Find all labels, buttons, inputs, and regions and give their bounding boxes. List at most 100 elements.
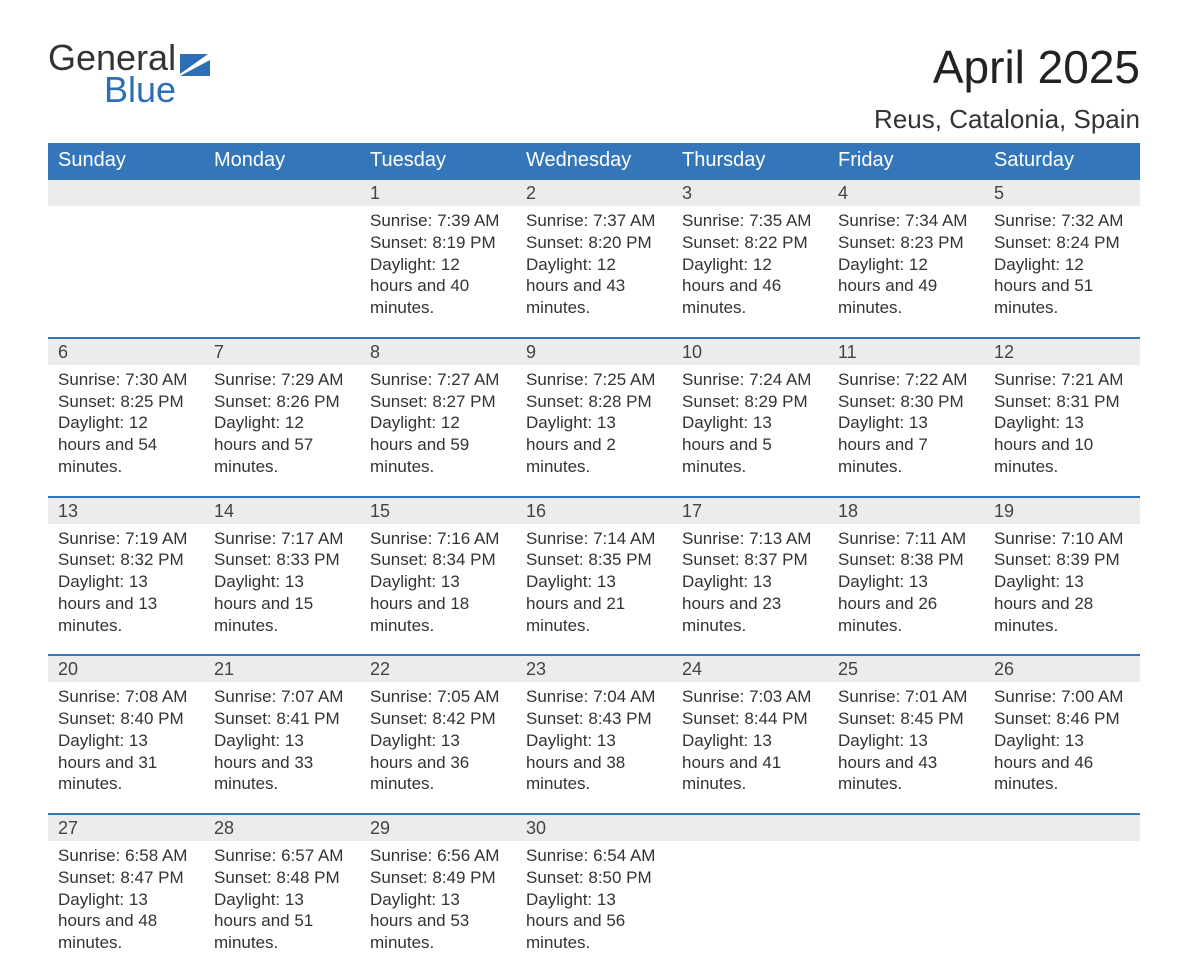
day-number-cell: 17 xyxy=(672,497,828,524)
day-content-cell: Sunrise: 7:08 AMSunset: 8:40 PMDaylight:… xyxy=(48,682,204,814)
daylight-line: Daylight: 12 hours and 57 minutes. xyxy=(214,412,350,477)
daylight-line: Daylight: 13 hours and 5 minutes. xyxy=(682,412,818,477)
sunrise-line: Sunrise: 7:13 AM xyxy=(682,528,818,550)
sunset-line: Sunset: 8:49 PM xyxy=(370,867,506,889)
day-content-cell: Sunrise: 7:35 AMSunset: 8:22 PMDaylight:… xyxy=(672,206,828,338)
sunset-line: Sunset: 8:40 PM xyxy=(58,708,194,730)
day-content-cell: Sunrise: 7:14 AMSunset: 8:35 PMDaylight:… xyxy=(516,524,672,656)
daylight-line: Daylight: 13 hours and 43 minutes. xyxy=(838,730,974,795)
day-content-cell: Sunrise: 7:32 AMSunset: 8:24 PMDaylight:… xyxy=(984,206,1140,338)
daynum-row: 13141516171819 xyxy=(48,497,1140,524)
day-number-cell: 18 xyxy=(828,497,984,524)
daylight-line: Daylight: 13 hours and 2 minutes. xyxy=(526,412,662,477)
day-number-cell: 1 xyxy=(360,179,516,206)
daylight-line: Daylight: 13 hours and 33 minutes. xyxy=(214,730,350,795)
sunset-line: Sunset: 8:26 PM xyxy=(214,391,350,413)
sunset-line: Sunset: 8:25 PM xyxy=(58,391,194,413)
sunrise-line: Sunrise: 7:04 AM xyxy=(526,686,662,708)
day-content-cell: Sunrise: 7:07 AMSunset: 8:41 PMDaylight:… xyxy=(204,682,360,814)
sunset-line: Sunset: 8:28 PM xyxy=(526,391,662,413)
day-number-cell: 14 xyxy=(204,497,360,524)
day-number-cell: 20 xyxy=(48,655,204,682)
sunset-line: Sunset: 8:37 PM xyxy=(682,549,818,571)
sunset-line: Sunset: 8:44 PM xyxy=(682,708,818,730)
daylight-line: Daylight: 13 hours and 38 minutes. xyxy=(526,730,662,795)
sunrise-line: Sunrise: 7:19 AM xyxy=(58,528,194,550)
daylight-line: Daylight: 13 hours and 51 minutes. xyxy=(214,889,350,954)
sunrise-line: Sunrise: 7:24 AM xyxy=(682,369,818,391)
day-content-cell: Sunrise: 7:37 AMSunset: 8:20 PMDaylight:… xyxy=(516,206,672,338)
sunset-line: Sunset: 8:38 PM xyxy=(838,549,974,571)
daylight-line: Daylight: 13 hours and 7 minutes. xyxy=(838,412,974,477)
daylight-line: Daylight: 12 hours and 49 minutes. xyxy=(838,254,974,319)
sunset-line: Sunset: 8:42 PM xyxy=(370,708,506,730)
day-number-cell: 19 xyxy=(984,497,1140,524)
day-content-cell: Sunrise: 7:13 AMSunset: 8:37 PMDaylight:… xyxy=(672,524,828,656)
sunset-line: Sunset: 8:31 PM xyxy=(994,391,1130,413)
day-number-cell: 25 xyxy=(828,655,984,682)
daylight-line: Daylight: 12 hours and 40 minutes. xyxy=(370,254,506,319)
daynum-row: 20212223242526 xyxy=(48,655,1140,682)
day-content-cell: Sunrise: 7:22 AMSunset: 8:30 PMDaylight:… xyxy=(828,365,984,497)
sunrise-line: Sunrise: 7:27 AM xyxy=(370,369,506,391)
day-number-cell: 23 xyxy=(516,655,672,682)
content-row: Sunrise: 7:08 AMSunset: 8:40 PMDaylight:… xyxy=(48,682,1140,814)
daylight-line: Daylight: 13 hours and 18 minutes. xyxy=(370,571,506,636)
content-row: Sunrise: 6:58 AMSunset: 8:47 PMDaylight:… xyxy=(48,841,1140,972)
sunrise-line: Sunrise: 7:34 AM xyxy=(838,210,974,232)
day-number-cell: 2 xyxy=(516,179,672,206)
daylight-line: Daylight: 13 hours and 48 minutes. xyxy=(58,889,194,954)
sunset-line: Sunset: 8:50 PM xyxy=(526,867,662,889)
sunset-line: Sunset: 8:35 PM xyxy=(526,549,662,571)
daylight-line: Daylight: 12 hours and 43 minutes. xyxy=(526,254,662,319)
sunrise-line: Sunrise: 7:05 AM xyxy=(370,686,506,708)
daylight-line: Daylight: 12 hours and 51 minutes. xyxy=(994,254,1130,319)
day-content-cell: Sunrise: 7:16 AMSunset: 8:34 PMDaylight:… xyxy=(360,524,516,656)
sunrise-line: Sunrise: 6:58 AM xyxy=(58,845,194,867)
day-content-cell: Sunrise: 6:57 AMSunset: 8:48 PMDaylight:… xyxy=(204,841,360,972)
day-content-cell: Sunrise: 6:54 AMSunset: 8:50 PMDaylight:… xyxy=(516,841,672,972)
day-content-cell: Sunrise: 7:24 AMSunset: 8:29 PMDaylight:… xyxy=(672,365,828,497)
daylight-line: Daylight: 13 hours and 26 minutes. xyxy=(838,571,974,636)
day-number-cell: 29 xyxy=(360,814,516,841)
daylight-line: Daylight: 13 hours and 23 minutes. xyxy=(682,571,818,636)
day-number-cell: 11 xyxy=(828,338,984,365)
day-number-cell: 7 xyxy=(204,338,360,365)
day-content-cell xyxy=(204,206,360,338)
sunrise-line: Sunrise: 7:39 AM xyxy=(370,210,506,232)
day-content-cell: Sunrise: 7:17 AMSunset: 8:33 PMDaylight:… xyxy=(204,524,360,656)
sunset-line: Sunset: 8:32 PM xyxy=(58,549,194,571)
weekday-header: Monday xyxy=(204,143,360,179)
day-number-cell: 15 xyxy=(360,497,516,524)
sunrise-line: Sunrise: 7:32 AM xyxy=(994,210,1130,232)
day-content-cell: Sunrise: 7:21 AMSunset: 8:31 PMDaylight:… xyxy=(984,365,1140,497)
weekday-header: Wednesday xyxy=(516,143,672,179)
logo-word2: Blue xyxy=(104,72,210,108)
sunset-line: Sunset: 8:27 PM xyxy=(370,391,506,413)
weekday-header-row: SundayMondayTuesdayWednesdayThursdayFrid… xyxy=(48,143,1140,179)
sunrise-line: Sunrise: 7:30 AM xyxy=(58,369,194,391)
day-content-cell xyxy=(828,841,984,972)
sunset-line: Sunset: 8:19 PM xyxy=(370,232,506,254)
weekday-header: Thursday xyxy=(672,143,828,179)
sunrise-line: Sunrise: 7:37 AM xyxy=(526,210,662,232)
sunset-line: Sunset: 8:39 PM xyxy=(994,549,1130,571)
daylight-line: Daylight: 12 hours and 46 minutes. xyxy=(682,254,818,319)
day-content-cell: Sunrise: 6:58 AMSunset: 8:47 PMDaylight:… xyxy=(48,841,204,972)
day-number-cell: 13 xyxy=(48,497,204,524)
daylight-line: Daylight: 13 hours and 13 minutes. xyxy=(58,571,194,636)
sunset-line: Sunset: 8:20 PM xyxy=(526,232,662,254)
weekday-header: Saturday xyxy=(984,143,1140,179)
sunrise-line: Sunrise: 7:03 AM xyxy=(682,686,818,708)
day-number-cell: 26 xyxy=(984,655,1140,682)
day-number-cell: 16 xyxy=(516,497,672,524)
day-content-cell: Sunrise: 7:39 AMSunset: 8:19 PMDaylight:… xyxy=(360,206,516,338)
content-row: Sunrise: 7:19 AMSunset: 8:32 PMDaylight:… xyxy=(48,524,1140,656)
day-number-cell xyxy=(984,814,1140,841)
sunset-line: Sunset: 8:22 PM xyxy=(682,232,818,254)
day-number-cell: 5 xyxy=(984,179,1140,206)
weekday-header: Tuesday xyxy=(360,143,516,179)
day-content-cell: Sunrise: 6:56 AMSunset: 8:49 PMDaylight:… xyxy=(360,841,516,972)
sunset-line: Sunset: 8:30 PM xyxy=(838,391,974,413)
sunrise-line: Sunrise: 7:00 AM xyxy=(994,686,1130,708)
